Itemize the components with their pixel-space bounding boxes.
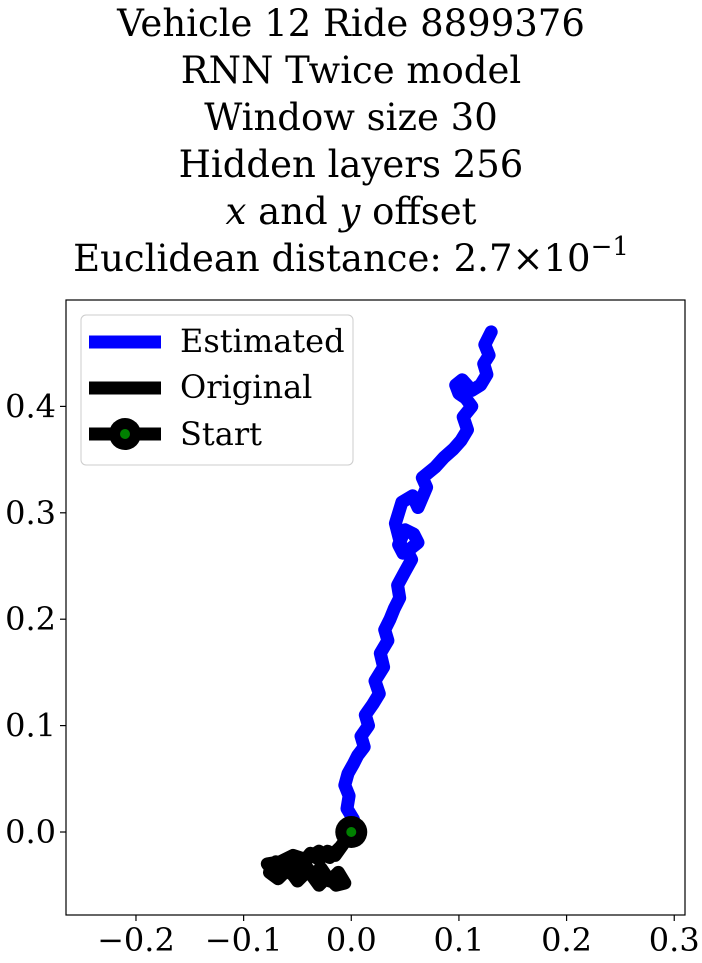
plot-area — [260, 325, 498, 892]
y-tick: 0.0 — [5, 813, 66, 851]
chart-title: Vehicle 12 Ride 8899376 RNN Twice model … — [0, 0, 702, 282]
original-trajectory-line — [260, 825, 358, 892]
estimated-trajectory-line — [338, 325, 498, 839]
offset-x-var: x — [225, 190, 247, 233]
distance-exponent: −1 — [590, 232, 629, 262]
distance-base: 10 — [543, 237, 591, 280]
x-tick-label: 0.3 — [649, 921, 700, 959]
title-line-6: Euclidean distance: 2.7×10−1 — [0, 232, 702, 282]
x-tick-label: −0.2 — [97, 921, 175, 959]
title-line-4: Hidden layers 256 — [178, 143, 524, 186]
distance-prefix: Euclidean distance: — [73, 237, 442, 280]
offset-suffix: offset — [372, 190, 477, 233]
y-tick-label: 0.0 — [5, 813, 56, 851]
x-axis: −0.2 −0.1 0.0 0.1 0.2 0.3 — [97, 915, 700, 959]
y-tick-label: 0.3 — [5, 494, 56, 532]
x-tick: 0.3 — [649, 915, 700, 959]
y-tick-label: 0.2 — [5, 600, 56, 638]
y-tick-label: 0.1 — [5, 707, 56, 745]
distance-times: × — [512, 237, 544, 280]
title-line-3: Window size 30 — [204, 96, 498, 139]
x-tick-label: 0.2 — [541, 921, 592, 959]
legend-original-label: Original — [180, 368, 312, 406]
x-tick-label: 0.0 — [326, 921, 377, 959]
y-tick: 0.2 — [5, 600, 66, 638]
y-tick: 0.3 — [5, 494, 66, 532]
x-tick: −0.1 — [205, 915, 283, 959]
legend-start-marker-center — [120, 429, 130, 439]
y-tick: 0.1 — [5, 707, 66, 745]
x-tick: −0.2 — [97, 915, 175, 959]
legend-start-label: Start — [180, 415, 262, 453]
x-tick-label: −0.1 — [205, 921, 283, 959]
title-line-5: x and y offset — [0, 188, 702, 235]
y-tick: 0.4 — [5, 387, 66, 425]
legend-estimated-label: Estimated — [180, 322, 345, 360]
x-tick-label: 0.1 — [433, 921, 484, 959]
legend: Estimated Original Start — [80, 314, 354, 466]
x-tick: 0.1 — [433, 915, 484, 959]
offset-and: and — [258, 190, 328, 233]
x-tick: 0.2 — [541, 915, 592, 959]
x-tick: 0.0 — [326, 915, 377, 959]
axes-frame — [65, 299, 686, 916]
title-line-1: Vehicle 12 Ride 8899376 — [117, 2, 585, 45]
distance-mantissa: 2.7 — [453, 237, 513, 280]
start-marker-center — [346, 827, 357, 838]
y-axis: 0.0 0.1 0.2 0.3 0.4 — [5, 387, 66, 851]
y-tick-label: 0.4 — [5, 387, 56, 425]
offset-y-var: y — [339, 190, 361, 233]
title-line-2: RNN Twice model — [180, 49, 522, 92]
